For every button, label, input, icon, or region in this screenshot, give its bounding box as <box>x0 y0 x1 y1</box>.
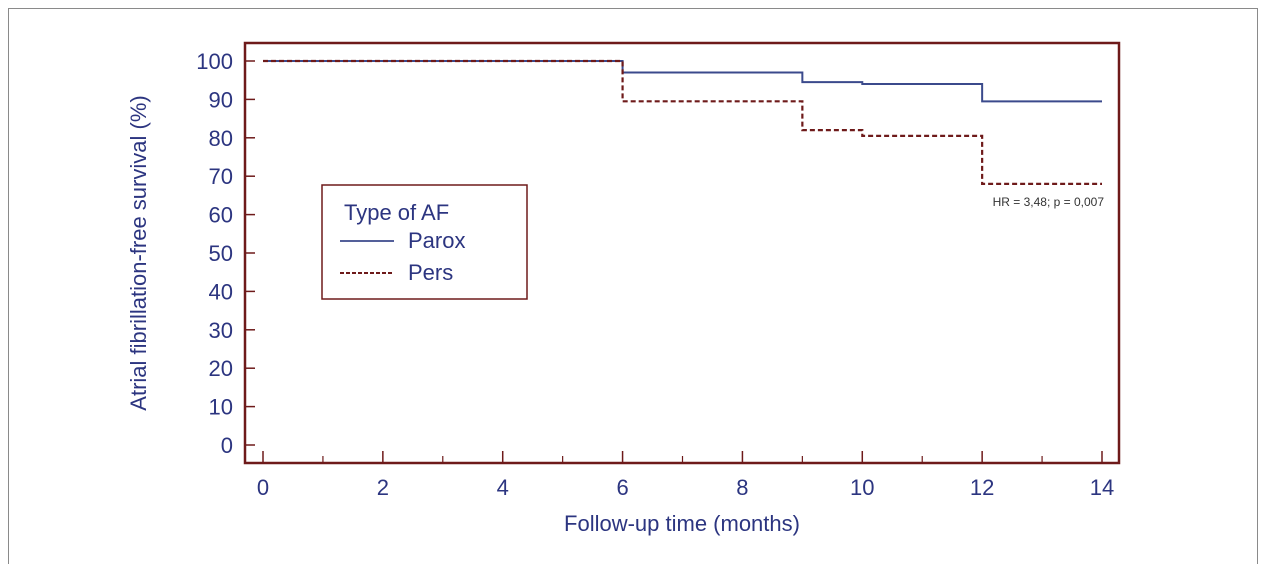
legend-items: Parox Pers <box>340 228 465 285</box>
legend-label-pers: Pers <box>408 260 453 285</box>
x-axis-label: Follow-up time (months) <box>564 511 800 536</box>
y-tick-label: 80 <box>209 126 233 151</box>
y-tick-label: 10 <box>209 395 233 420</box>
x-tick-label: 10 <box>850 475 874 500</box>
legend: Type of AF Parox Pers <box>321 184 528 300</box>
y-tick-label: 50 <box>209 241 233 266</box>
y-tick-label: 90 <box>209 87 233 112</box>
x-tick-label: 2 <box>377 475 389 500</box>
series-line-pers <box>263 59 1102 185</box>
y-tick-label: 70 <box>209 164 233 189</box>
x-tick-label: 12 <box>970 475 994 500</box>
y-tick-label: 40 <box>209 279 233 304</box>
hr-annotation: HR = 3,48; p = 0,007 <box>993 195 1105 209</box>
series-layer <box>263 59 1102 185</box>
figure-frame <box>8 8 1258 564</box>
y-tick-label: 30 <box>209 318 233 343</box>
axis-ticks <box>245 60 1103 463</box>
x-tick-label: 6 <box>616 475 628 500</box>
y-tick-label: 0 <box>221 433 233 458</box>
legend-label-parox: Parox <box>408 228 465 253</box>
y-tick-label: 100 <box>196 49 233 74</box>
x-tick-label: 0 <box>257 475 269 500</box>
axis-tick-labels: 0 10 20 30 40 50 60 70 80 90 100 0 2 4 6 8 10 12 14 <box>196 49 1114 500</box>
series-line-parox <box>263 60 1102 103</box>
x-tick-label: 4 <box>497 475 509 500</box>
y-tick-label: 20 <box>209 356 233 381</box>
x-tick-label: 14 <box>1090 475 1114 500</box>
y-axis-label: Atrial fibrillation-free survival (%) <box>126 95 151 410</box>
x-tick-label: 8 <box>736 475 748 500</box>
y-tick-label: 60 <box>209 203 233 228</box>
legend-box <box>321 184 528 300</box>
legend-title: Type of AF <box>344 200 449 225</box>
